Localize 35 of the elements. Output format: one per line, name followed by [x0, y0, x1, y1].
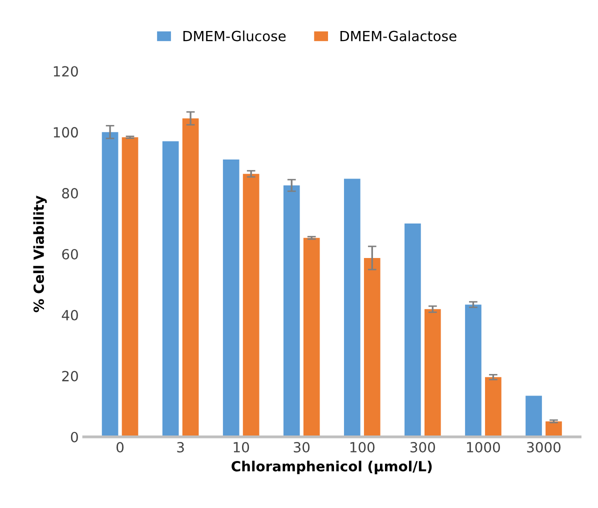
bar [526, 396, 542, 437]
legend-label: DMEM-Galactose [340, 30, 456, 42]
x-tick-label: 1000 [467, 442, 500, 452]
y-axis-title: % Cell Viability [33, 196, 47, 312]
x-tick-label: 100 [350, 442, 374, 452]
bar [162, 141, 179, 437]
y-tick-label: 40 [62, 310, 78, 320]
bar [182, 118, 199, 437]
y-tick-label: 20 [62, 370, 78, 382]
x-tick-label: 0 [116, 442, 124, 452]
y-tick-label: 0 [70, 432, 78, 442]
bar [222, 160, 240, 437]
bar [344, 178, 360, 437]
bar [465, 304, 482, 437]
y-tick-label: 60 [62, 248, 78, 260]
x-tick-label: 10 [234, 442, 250, 452]
bar [122, 137, 138, 437]
bar [546, 421, 562, 437]
x-tick-label: 3 [177, 442, 184, 452]
bar [364, 258, 380, 437]
bar [303, 238, 320, 437]
y-tick-label: 80 [62, 188, 78, 199]
legend-label: DMEM-Glucose [183, 30, 286, 42]
bar [242, 174, 260, 437]
bar [283, 185, 300, 437]
x-tick-label: 3000 [527, 442, 560, 452]
bar [102, 132, 118, 437]
x-tick-label: 300 [410, 442, 436, 452]
bar [424, 309, 441, 437]
x-tick-label: 30 [294, 442, 310, 452]
y-tick-label: 100 [54, 127, 78, 138]
bar [404, 224, 421, 437]
x-axis-title: Chloramphenicol (µmol/L) [232, 460, 432, 474]
bar [485, 377, 502, 437]
y-tick-label: 120 [54, 66, 78, 77]
